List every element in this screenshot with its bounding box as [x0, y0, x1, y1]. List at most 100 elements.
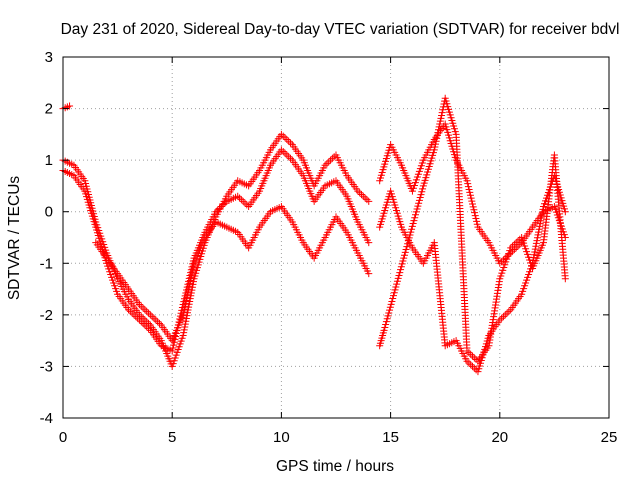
data-point	[537, 214, 545, 222]
chart-title: Day 231 of 2020, Sidereal Day-to-day VTE…	[61, 21, 620, 38]
data-point	[464, 180, 472, 188]
data-point	[212, 208, 220, 216]
data-point	[356, 189, 364, 197]
data-point	[496, 259, 504, 267]
data-point	[507, 244, 515, 252]
data-point	[237, 196, 245, 204]
data-point	[403, 243, 411, 251]
data-point	[189, 265, 197, 273]
data-point	[143, 323, 151, 331]
data-point	[187, 274, 195, 282]
data-point	[399, 257, 407, 265]
data-point	[287, 139, 294, 147]
y-axis-label: SDTVAR / TECUs	[6, 176, 23, 301]
data-point	[396, 269, 404, 277]
data-point	[412, 208, 420, 216]
data-point	[139, 304, 147, 312]
data-point	[152, 316, 160, 324]
data-point	[435, 123, 443, 131]
data-point	[283, 151, 291, 159]
data-point	[537, 217, 545, 225]
data-point	[532, 242, 540, 250]
data-point	[470, 354, 478, 362]
data-point	[404, 240, 412, 248]
data-point	[469, 362, 476, 370]
y-tick-label: -3	[40, 358, 53, 375]
data-point	[418, 188, 426, 196]
data-point	[407, 228, 415, 236]
data-point	[137, 318, 145, 326]
data-point	[186, 279, 194, 287]
data-point	[395, 271, 403, 279]
data-point	[400, 254, 408, 262]
data-point	[180, 329, 188, 337]
data-point	[496, 316, 504, 324]
data-point	[435, 126, 443, 134]
data-point	[402, 245, 410, 253]
data-point	[239, 197, 247, 205]
data-point	[186, 276, 194, 284]
data-point	[465, 359, 473, 367]
data-point	[514, 237, 522, 245]
data-point	[180, 305, 188, 313]
data-point	[382, 318, 390, 326]
data-point	[561, 275, 569, 283]
x-tick-label: 0	[59, 429, 67, 446]
data-point	[415, 199, 423, 207]
y-tick-label: 3	[45, 49, 53, 66]
data-point	[408, 222, 416, 230]
data-point	[384, 312, 392, 320]
data-point	[285, 153, 293, 161]
data-point	[392, 283, 400, 291]
data-point	[410, 217, 418, 225]
data-point	[471, 212, 479, 220]
data-point	[180, 326, 188, 334]
data-point	[186, 297, 194, 305]
data-point	[386, 303, 394, 311]
data-point	[154, 318, 162, 326]
data-point	[469, 203, 477, 211]
data-point	[354, 187, 362, 195]
data-point	[325, 158, 333, 166]
data-point	[393, 280, 401, 288]
data-point	[365, 239, 373, 247]
data-point	[217, 203, 225, 211]
data-point	[321, 161, 329, 169]
data-point	[135, 316, 143, 324]
data-point	[361, 194, 369, 202]
data-point	[400, 251, 408, 259]
data-point	[473, 217, 481, 225]
data-point	[438, 109, 446, 117]
data-point	[389, 295, 397, 303]
data-point	[465, 349, 473, 357]
data-point	[183, 309, 191, 317]
data-point	[394, 274, 402, 282]
data-point	[137, 302, 145, 310]
data-point	[538, 208, 546, 216]
data-point	[436, 120, 444, 128]
series-track-b	[59, 146, 373, 355]
data-point	[183, 294, 191, 302]
data-point	[365, 197, 373, 205]
data-point	[219, 201, 227, 209]
data-point	[498, 314, 506, 322]
y-tick-label: -1	[40, 255, 53, 272]
x-tick-label: 25	[601, 429, 618, 446]
data-point	[531, 245, 539, 253]
data-point	[241, 199, 249, 207]
data-point	[432, 137, 440, 145]
data-point	[464, 183, 472, 191]
data-point	[181, 323, 189, 331]
data-point	[380, 326, 388, 334]
data-point	[531, 248, 539, 256]
data-point	[383, 315, 391, 323]
data-point	[387, 300, 395, 308]
data-point	[279, 132, 287, 140]
data-point	[512, 239, 520, 247]
data-point	[414, 202, 422, 210]
data-point	[277, 130, 285, 138]
data-point	[413, 205, 421, 213]
data-point	[437, 114, 445, 122]
